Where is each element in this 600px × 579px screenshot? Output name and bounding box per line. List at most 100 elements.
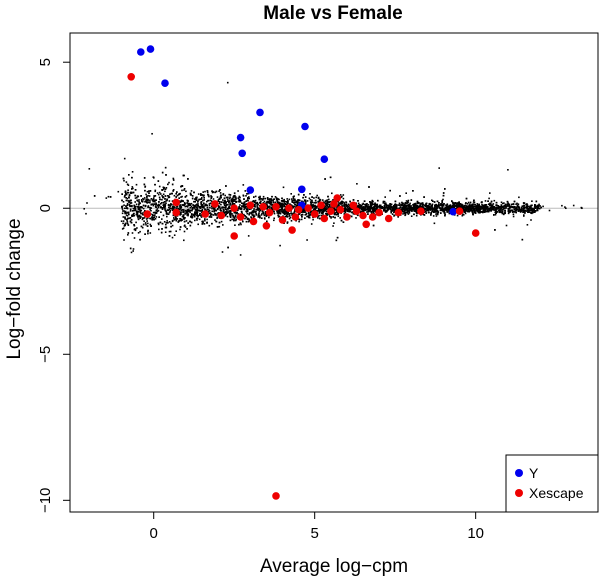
gene-point: [172, 190, 174, 192]
gene-point: [473, 210, 475, 212]
gene-point: [128, 200, 131, 202]
gene-point: [162, 201, 165, 204]
gene-point: [231, 218, 233, 221]
gene-point: [177, 221, 180, 223]
gene-point: [499, 205, 502, 208]
gene-point: [341, 204, 343, 207]
gene-point: [168, 230, 171, 233]
gene-point: [293, 199, 295, 201]
gene-point: [190, 190, 193, 192]
gene-point: [421, 202, 423, 205]
gene-point: [290, 212, 292, 214]
gene-point: [233, 200, 235, 202]
gene-point: [296, 202, 299, 204]
gene-point: [452, 202, 454, 204]
gene-point: [252, 211, 254, 214]
gene-point: [239, 222, 242, 224]
gene-point: [170, 222, 172, 225]
gene-point: [203, 223, 206, 225]
gene-point: [207, 199, 210, 202]
gene-point: [126, 215, 129, 217]
gene-point: [277, 216, 280, 218]
gene-point: [196, 205, 199, 207]
gene-point: [141, 226, 144, 229]
gene-point: [276, 212, 279, 214]
gene-point: [260, 214, 263, 216]
gene-point: [147, 201, 150, 203]
gene-point: [405, 192, 407, 194]
gene-point: [154, 218, 157, 220]
gene-point: [370, 212, 373, 215]
gene-point: [491, 207, 493, 210]
gene-point: [315, 196, 317, 199]
gene-point: [205, 209, 208, 212]
gene-point: [253, 204, 256, 206]
gene-point: [175, 192, 177, 195]
gene-point: [371, 203, 374, 206]
gene-point: [511, 206, 514, 208]
gene-point: [488, 208, 491, 210]
gene-point: [365, 204, 368, 207]
gene-point: [210, 196, 213, 198]
gene-point: [245, 215, 247, 218]
gene-point: [187, 202, 190, 205]
gene-point: [484, 204, 486, 206]
gene-point: [122, 216, 125, 218]
gene-point: [201, 223, 204, 225]
gene-point: [289, 216, 292, 219]
gene-point: [261, 212, 263, 215]
gene-point: [222, 209, 225, 211]
gene-point: [318, 217, 321, 220]
gene-point: [509, 209, 511, 211]
gene-point: [168, 235, 171, 237]
gene-point: [162, 196, 164, 199]
gene-point: [172, 214, 175, 217]
gene-point: [475, 210, 478, 212]
gene-point: [184, 196, 187, 198]
gene-point: [306, 239, 308, 241]
gene-point: [372, 200, 374, 203]
gene-point: [366, 203, 368, 205]
gene-point: [395, 206, 398, 208]
gene-point: [149, 217, 151, 220]
gene-point: [522, 208, 525, 210]
gene-point: [385, 206, 387, 208]
gene-point: [417, 206, 420, 208]
gene-point: [122, 227, 125, 229]
gene-point: [372, 224, 375, 227]
gene-point: [133, 204, 135, 207]
gene-point: [486, 206, 488, 209]
gene-point: [157, 193, 160, 196]
gene-point: [201, 204, 204, 207]
gene-point: [520, 206, 523, 209]
gene-point: [407, 200, 409, 203]
gene-point: [458, 201, 460, 203]
gene-point: [203, 197, 205, 199]
gene-point: [372, 211, 375, 214]
gene-point: [322, 199, 324, 201]
gene-point: [282, 210, 285, 212]
gene-point: [548, 209, 551, 212]
gene-point: [427, 211, 430, 214]
gene-point: [337, 215, 340, 217]
gene-point: [279, 212, 282, 215]
gene-point: [508, 207, 510, 210]
gene-point: [137, 216, 139, 219]
gene-point: [132, 212, 135, 215]
gene-point: [390, 203, 393, 206]
gene-point: [186, 199, 189, 202]
gene-point: [340, 202, 342, 204]
gene-point: [250, 211, 253, 214]
gene-point: [216, 196, 219, 198]
gene-point: [530, 212, 533, 214]
gene-point: [393, 207, 395, 210]
gene-point: [407, 199, 410, 202]
gene-point: [179, 218, 181, 220]
gene-point: [254, 202, 257, 204]
gene-point: [246, 212, 249, 215]
gene-point: [528, 211, 530, 213]
gene-point: [311, 201, 314, 204]
gene-point: [145, 218, 148, 220]
gene-point: [181, 209, 184, 211]
gene-point: [164, 204, 167, 206]
